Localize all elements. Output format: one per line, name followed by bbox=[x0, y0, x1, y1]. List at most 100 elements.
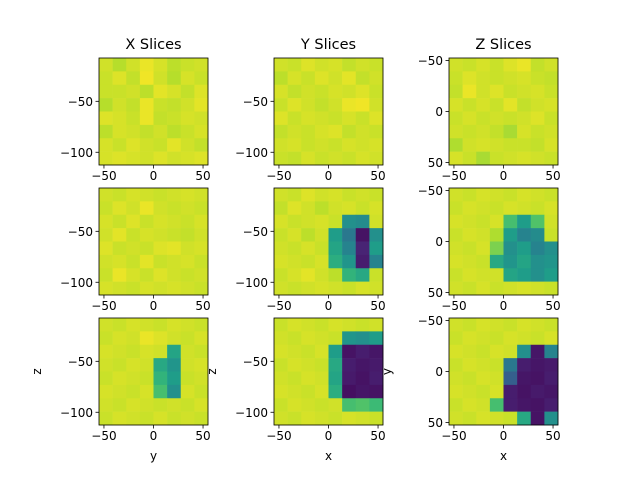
heatmap-cell bbox=[153, 344, 168, 359]
heatmap-cell bbox=[355, 344, 370, 359]
heatmap-cell bbox=[139, 111, 154, 126]
heatmap-cell bbox=[544, 241, 559, 256]
heatmap-cell bbox=[544, 344, 559, 359]
heatmap-cell bbox=[139, 98, 154, 112]
heatmap-cell bbox=[462, 98, 477, 112]
heatmap-cell bbox=[342, 371, 357, 386]
heatmap-cell bbox=[355, 124, 370, 139]
heatmap-cell bbox=[112, 214, 127, 229]
heatmap-cell bbox=[112, 331, 127, 346]
heatmap-cell bbox=[517, 98, 532, 112]
heatmap-cell bbox=[99, 358, 113, 372]
heatmap-cell bbox=[194, 84, 209, 99]
heatmap-cell bbox=[476, 111, 491, 126]
heatmap-cell bbox=[449, 254, 463, 269]
heatmap-cell bbox=[126, 124, 141, 139]
heatmap-cell bbox=[530, 331, 545, 346]
heatmap-cell bbox=[476, 281, 491, 296]
heatmap-cell bbox=[167, 201, 182, 216]
heatmap-cell bbox=[476, 124, 491, 139]
heatmap-cell bbox=[301, 124, 316, 139]
heatmap-cell bbox=[180, 58, 195, 72]
heatmap-cell bbox=[449, 111, 463, 126]
heatmap-cell bbox=[503, 98, 518, 112]
heatmap-cell bbox=[544, 318, 559, 332]
heatmap-cell bbox=[139, 214, 154, 229]
subplot-3-1: −50 0 50 −100 −50 y z bbox=[30, 317, 211, 463]
heatmap-cell bbox=[287, 84, 302, 99]
heatmap-cell bbox=[167, 241, 182, 256]
subplot-1-2: −50 0 50 −100 −50 Y Slices bbox=[235, 37, 386, 183]
heatmap-cell bbox=[328, 254, 343, 269]
heatmap-cell bbox=[99, 228, 113, 242]
heatmap-cell bbox=[489, 228, 504, 242]
heatmap-cell bbox=[530, 98, 545, 112]
heatmap-cell bbox=[369, 58, 384, 72]
heatmap-cell bbox=[314, 268, 329, 282]
heatmap-cell bbox=[314, 318, 329, 332]
heatmap-cell bbox=[126, 384, 141, 399]
y-tick-label: −100 bbox=[235, 276, 268, 290]
y-tick-label: −100 bbox=[60, 406, 93, 420]
heatmap-cell bbox=[139, 241, 154, 256]
heatmap-cell bbox=[99, 318, 113, 332]
heatmap-cell bbox=[355, 318, 370, 332]
heatmap-cell bbox=[126, 268, 141, 282]
heatmap-cell bbox=[503, 398, 518, 412]
x-axis-label: x bbox=[325, 449, 332, 463]
heatmap-cell bbox=[369, 71, 384, 86]
heatmap-cell bbox=[369, 138, 384, 152]
x-tick-label: 0 bbox=[500, 429, 508, 443]
heatmap-cell bbox=[194, 151, 209, 166]
heatmap-cell bbox=[476, 318, 491, 332]
heatmap-cell bbox=[530, 111, 545, 126]
heatmap-cell bbox=[274, 201, 288, 216]
heatmap-cell bbox=[489, 331, 504, 346]
heatmap-cell bbox=[126, 228, 141, 242]
heatmap-cell bbox=[194, 398, 209, 412]
heatmap-cell bbox=[314, 371, 329, 386]
heatmap-cell bbox=[530, 124, 545, 139]
heatmap-cell bbox=[167, 151, 182, 166]
heatmap-cell bbox=[476, 371, 491, 386]
heatmap-cell bbox=[153, 138, 168, 152]
heatmap-cell bbox=[274, 71, 288, 86]
heatmap-cell bbox=[462, 84, 477, 99]
y-tick-label: −100 bbox=[60, 276, 93, 290]
heatmap-cell bbox=[544, 398, 559, 412]
heatmap-cell bbox=[180, 241, 195, 256]
heatmap-cell bbox=[301, 358, 316, 372]
heatmap-cell bbox=[544, 71, 559, 86]
heatmap-cell bbox=[194, 98, 209, 112]
heatmap-cell bbox=[112, 138, 127, 152]
heatmap-cell bbox=[489, 124, 504, 139]
heatmap-cell bbox=[489, 254, 504, 269]
heatmap-cell bbox=[462, 384, 477, 399]
heatmap-cell bbox=[180, 111, 195, 126]
heatmap-cell bbox=[126, 111, 141, 126]
x-tick-label: 50 bbox=[370, 429, 385, 443]
heatmap-cell bbox=[449, 384, 463, 399]
heatmap-cell bbox=[342, 228, 357, 242]
heatmap-cell bbox=[517, 398, 532, 412]
heatmap-cell bbox=[180, 344, 195, 359]
heatmap-cell bbox=[194, 71, 209, 86]
heatmap-cell bbox=[301, 214, 316, 229]
heatmap-cell bbox=[194, 411, 209, 426]
heatmap-cell bbox=[544, 201, 559, 216]
heatmap-cell bbox=[517, 111, 532, 126]
y-tick-label: 50 bbox=[428, 416, 443, 430]
heatmap-cell bbox=[355, 188, 370, 202]
x-tick-label: 50 bbox=[195, 169, 210, 183]
heatmap-cell bbox=[342, 111, 357, 126]
heatmap-cell bbox=[301, 254, 316, 269]
heatmap-cell bbox=[517, 138, 532, 152]
heatmap-cell bbox=[301, 84, 316, 99]
heatmap-cell bbox=[342, 71, 357, 86]
heatmap-cell bbox=[328, 371, 343, 386]
heatmap-cell bbox=[167, 344, 182, 359]
heatmap-cell bbox=[153, 124, 168, 139]
heatmap-cell bbox=[167, 254, 182, 269]
heatmap-cell bbox=[449, 331, 463, 346]
